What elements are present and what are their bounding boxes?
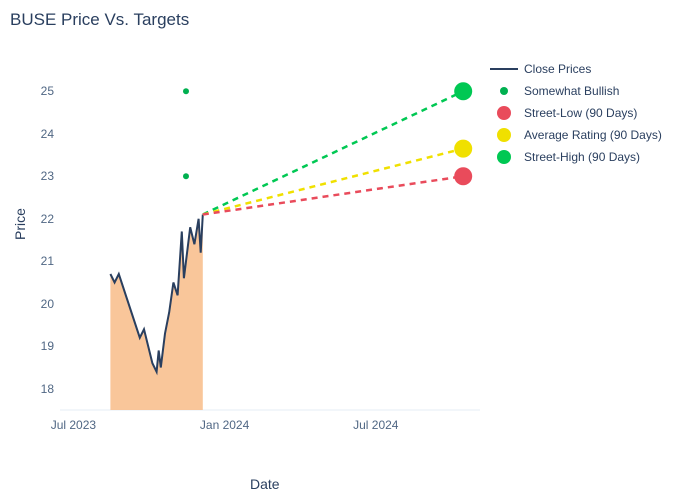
legend-item[interactable]: Street-High (90 Days) bbox=[490, 148, 662, 166]
legend: Close Prices Somewhat Bullish Street-Low (… bbox=[490, 60, 662, 170]
legend-swatch bbox=[490, 128, 518, 142]
legend-label: Somewhat Bullish bbox=[524, 84, 619, 98]
x-tick-label: Jul 2024 bbox=[346, 418, 406, 432]
legend-item[interactable]: Close Prices bbox=[490, 60, 662, 78]
legend-swatch bbox=[490, 106, 518, 120]
y-tick-label: 25 bbox=[24, 84, 54, 98]
legend-item[interactable]: Average Rating (90 Days) bbox=[490, 126, 662, 144]
legend-swatch bbox=[490, 62, 518, 76]
chart-svg bbox=[60, 60, 480, 440]
legend-label: Average Rating (90 Days) bbox=[524, 128, 662, 142]
legend-item[interactable]: Street-Low (90 Days) bbox=[490, 104, 662, 122]
y-tick-label: 18 bbox=[24, 382, 54, 396]
legend-swatch bbox=[490, 84, 518, 98]
y-tick-label: 19 bbox=[24, 339, 54, 353]
x-tick-label: Jul 2023 bbox=[43, 418, 103, 432]
legend-item[interactable]: Somewhat Bullish bbox=[490, 82, 662, 100]
legend-label: Street-High (90 Days) bbox=[524, 150, 640, 164]
legend-label: Street-Low (90 Days) bbox=[524, 106, 637, 120]
legend-label: Close Prices bbox=[524, 62, 591, 76]
x-axis-label: Date bbox=[250, 476, 280, 492]
chart-title: BUSE Price Vs. Targets bbox=[10, 10, 189, 30]
y-tick-label: 24 bbox=[24, 127, 54, 141]
y-tick-label: 22 bbox=[24, 212, 54, 226]
x-tick-label: Jan 2024 bbox=[195, 418, 255, 432]
plot-area bbox=[60, 60, 480, 440]
y-tick-label: 21 bbox=[24, 254, 54, 268]
legend-swatch bbox=[490, 150, 518, 164]
chart-container: BUSE Price Vs. Targets Price Date 181920… bbox=[0, 0, 700, 500]
y-tick-label: 23 bbox=[24, 169, 54, 183]
y-tick-label: 20 bbox=[24, 297, 54, 311]
